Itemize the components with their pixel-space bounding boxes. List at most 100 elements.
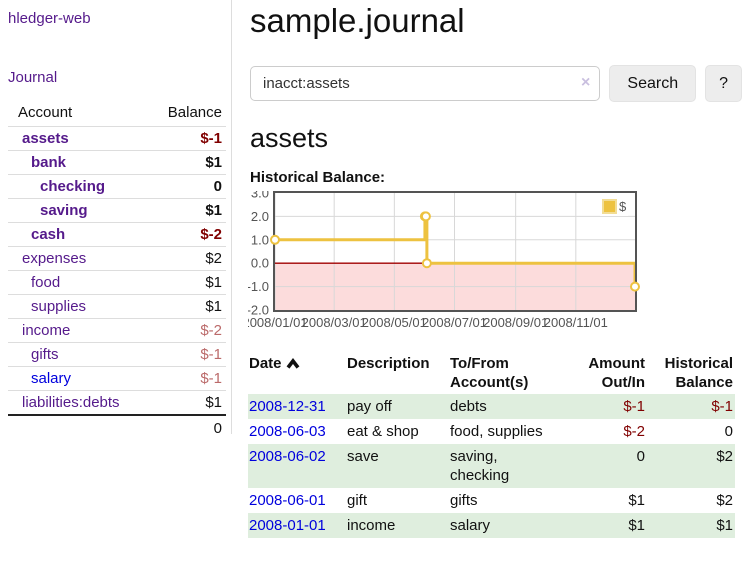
account-row: saving $1 [8,198,226,223]
account-link[interactable]: saving [40,202,88,219]
register-header-row: Date Description To/From Account(s) Amou… [248,352,735,394]
legend-swatch-icon [602,199,617,214]
svg-text:2008/07/01: 2008/07/01 [422,315,487,330]
account-balance: $-1 [200,130,222,147]
transaction-description: pay off [347,398,392,415]
main-content: sample.journal × Search ? assets Histori… [248,0,742,538]
account-balance: $2 [205,250,222,267]
account-link[interactable]: food [31,274,61,291]
account-row: liabilities:debts $1 [8,390,226,416]
account-link[interactable]: cash [31,226,66,243]
svg-text:2008/11/01: 2008/11/01 [544,315,608,330]
accounts-total-row: 0 [8,414,226,440]
balance-chart-svg: 3.0 2.0 1.0 0.0 -1.0 -2.02008/01/012008/03/01… [248,191,640,330]
account-balance: $1 [205,202,222,219]
svg-text:2008/03/01: 2008/03/01 [302,315,367,330]
search-button[interactable]: Search [609,65,697,102]
register-col-description: Description [347,355,430,372]
svg-text:0.0: 0.0 [251,256,269,271]
transaction-date-link[interactable]: 2008-12-31 [249,398,326,415]
page-title: sample.journal [250,2,465,39]
svg-text:2008/01/01: 2008/01/01 [248,315,308,330]
register-col-date[interactable]: Date [248,352,346,394]
register-row: 2008-12-31 pay off debts $-1 $-1 [248,394,735,419]
transaction-accounts: debts [450,398,487,415]
accounts-col-account: Account [18,104,73,121]
accounts-table-header: Account Balance [8,101,226,127]
svg-text:1.0: 1.0 [251,232,269,247]
transaction-date-link[interactable]: 2008-06-01 [249,492,326,509]
account-row: assets $-1 [8,126,226,151]
help-button[interactable]: ? [705,65,742,102]
register-row: 2008-06-03 eat & shop food, supplies $-2… [248,419,735,444]
transaction-description: save [347,448,379,465]
account-balance: $1 [205,274,222,291]
transaction-date-link[interactable]: 2008-06-02 [249,448,326,465]
transaction-amount: 0 [636,448,645,465]
account-link[interactable]: expenses [22,250,87,267]
transaction-amount: $1 [628,492,645,509]
transaction-description: income [347,517,396,534]
sidebar-item-journal[interactable]: Journal [8,69,58,86]
account-balance: $1 [205,154,222,171]
transaction-accounts: saving, checking [450,448,510,484]
register-col-balance: Historical Balance [664,355,733,391]
transaction-amount: $-2 [623,423,645,440]
account-link[interactable]: salary [31,370,72,387]
account-link[interactable]: income [22,322,71,339]
account-row: cash $-2 [8,222,226,247]
accounts-total-value: 0 [151,414,226,440]
register-row: 2008-06-01 gift gifts $1 $2 [248,488,735,513]
transaction-balance: $1 [716,517,733,534]
account-link[interactable]: bank [31,154,67,171]
search-form: × Search ? [250,65,742,102]
transaction-balance: 0 [724,423,733,440]
app-brand-link[interactable]: hledger-web [8,10,91,27]
register-row: 2008-01-01 income salary $1 $1 [248,513,735,538]
transaction-description: eat & shop [347,423,419,440]
svg-text:-2.0: -2.0 [248,303,269,318]
account-balance: $1 [205,298,222,315]
svg-text:3.0: 3.0 [251,191,269,201]
account-row: salary $-1 [8,366,226,391]
account-balance: $-2 [200,322,222,339]
account-row: supplies $1 [8,294,226,319]
account-page-title: assets [250,123,329,153]
register-col-amount: Amount Out/In [588,355,645,391]
transaction-amount: $1 [628,517,645,534]
chart-legend: $ [600,197,629,216]
transaction-description: gift [347,492,368,509]
accounts-table: Account Balance assets $-1 bank $1 check… [8,101,226,440]
transaction-accounts: gifts [450,492,478,509]
legend-series-label: $ [619,199,627,214]
transaction-balance: $2 [716,492,733,509]
transaction-date-link[interactable]: 2008-01-01 [249,517,326,534]
account-link[interactable]: supplies [31,298,87,315]
historical-balance-chart: 3.0 2.0 1.0 0.0 -1.0 -2.0 2008/01/01 2008/03/01… [248,191,742,337]
account-row: food $1 [8,270,226,295]
account-link[interactable]: assets [22,130,69,147]
accounts-col-balance: Balance [167,104,222,121]
svg-text:2008/05/01: 2008/05/01 [362,315,427,330]
account-link[interactable]: liabilities:debts [22,394,120,411]
account-row: expenses $2 [8,246,226,271]
account-balance: $-1 [200,370,222,387]
account-balance: $-1 [200,346,222,363]
account-balance: 0 [213,178,222,195]
svg-text:2.0: 2.0 [251,209,269,224]
account-balance: $-2 [200,226,222,243]
svg-text:2008/09/01: 2008/09/01 [483,315,548,330]
account-row: bank $1 [8,150,226,175]
transaction-accounts: salary [450,517,491,534]
account-link[interactable]: gifts [31,346,59,363]
account-row: income $-2 [8,318,226,343]
register-col-accounts: To/From Account(s) [450,355,529,391]
account-balance: $1 [205,394,222,411]
transaction-amount: $-1 [623,398,645,415]
sort-ascending-icon [286,358,299,369]
clear-search-icon[interactable]: × [581,74,591,91]
transaction-date-link[interactable]: 2008-06-03 [249,423,326,440]
account-link[interactable]: checking [40,178,106,195]
svg-text:-1.0: -1.0 [248,279,269,294]
search-input[interactable] [250,66,601,101]
